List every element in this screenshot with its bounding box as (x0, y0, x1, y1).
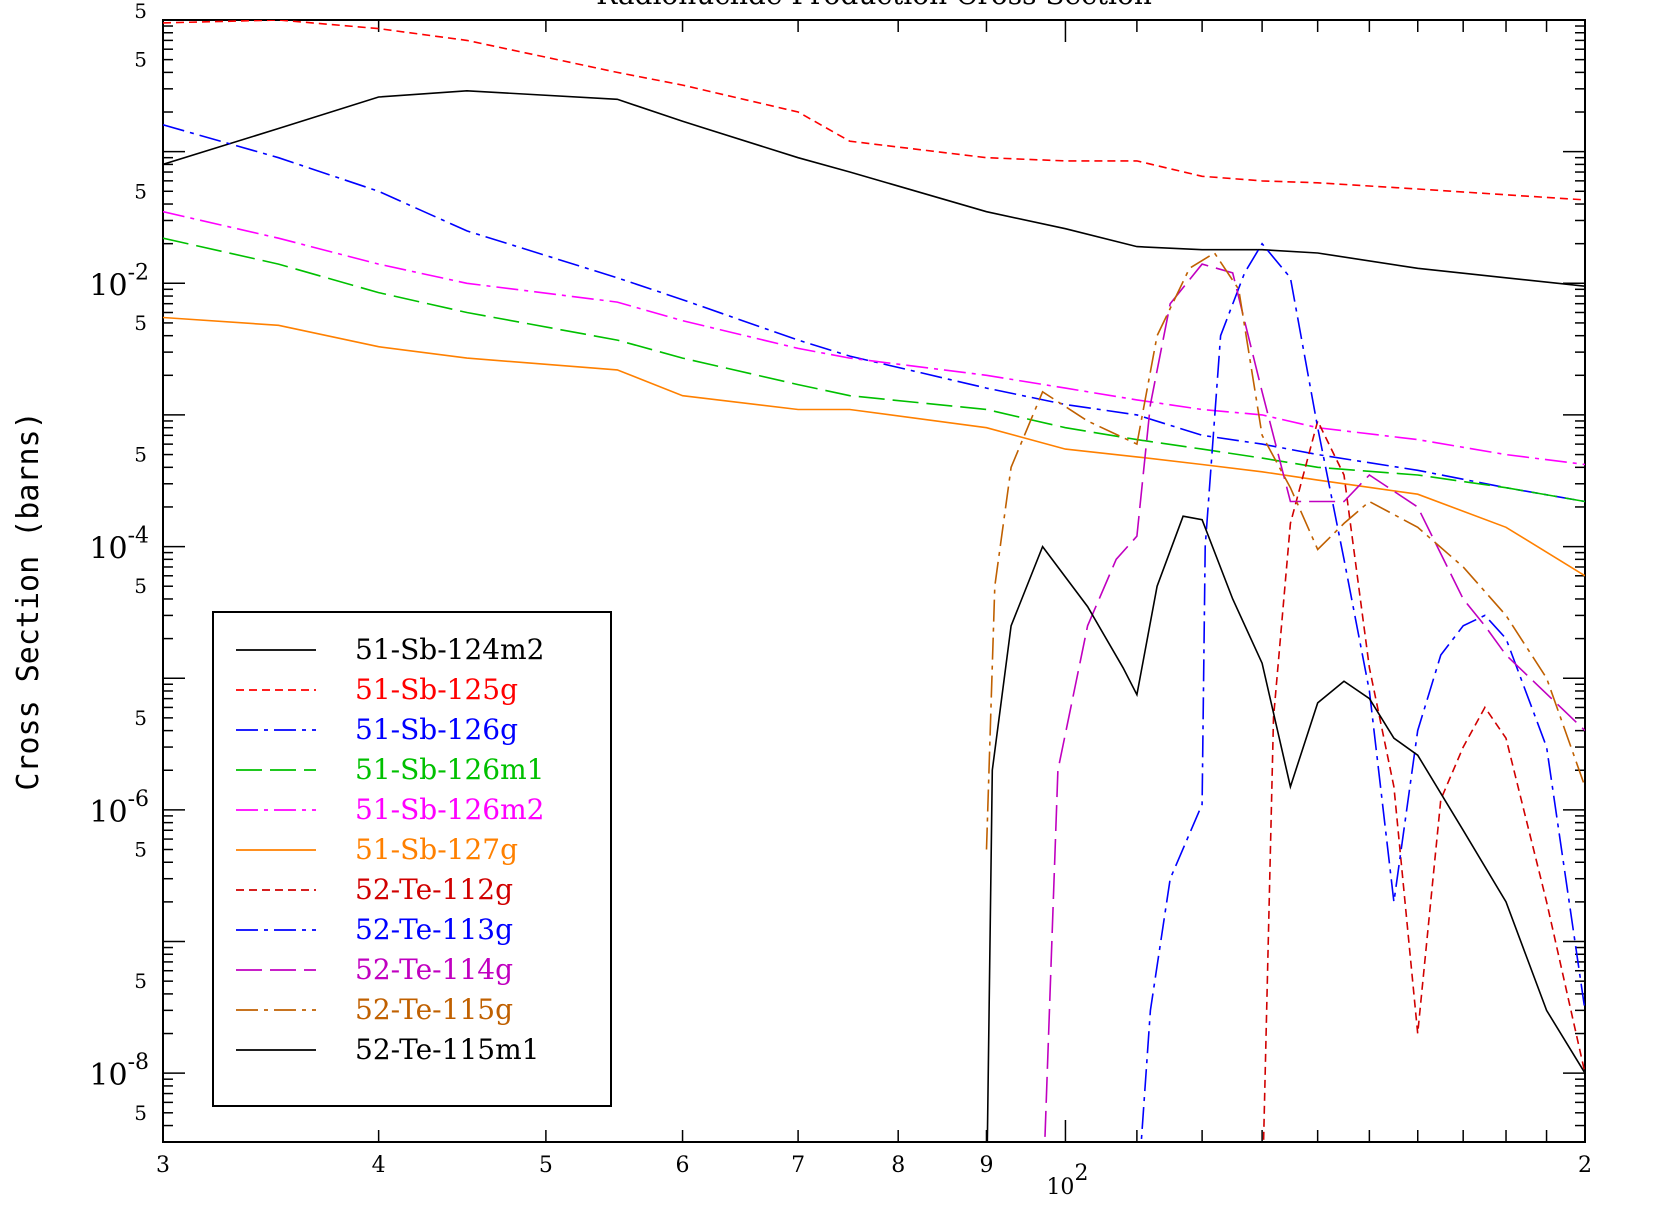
y-tick-label: 10-4 (89, 524, 149, 567)
series-line-51-Sb-126m2 (163, 210, 1585, 466)
y-tick-label: 10-8 (89, 1050, 149, 1093)
y-minor-tick-label: 5 (134, 838, 147, 862)
series-line-51-Sb-127g (163, 316, 1585, 577)
x-tick-label: 3 (156, 1153, 170, 1178)
x-tick-label: 102 (1046, 1161, 1088, 1200)
legend-label: 51-Sb-126m1 (355, 753, 544, 786)
y-minor-tick-label: 5 (134, 1101, 147, 1125)
x-tick-label: 7 (791, 1153, 805, 1178)
series-line-52-Te-115m1 (986, 515, 1585, 1142)
series-line-52-Te-112g (1262, 418, 1585, 1142)
y-minor-tick-label: 5 (134, 706, 147, 730)
series-layer (163, 20, 1585, 1142)
y-minor-tick-label: 5 (134, 179, 147, 203)
plot-frame (162, 19, 1586, 1143)
legend-label: 51-Sb-126m2 (355, 793, 544, 826)
series-line-52-Te-115g (985, 251, 1585, 850)
x-tick-label: 5 (539, 1153, 553, 1178)
legend-label: 51-Sb-127g (355, 833, 518, 866)
legend-box (212, 611, 612, 1107)
x-tick-label: 8 (891, 1153, 905, 1178)
legend-label: 52-Te-113g (355, 913, 513, 946)
axis-ticks: 3 4 5 6 7 8 9 102 2 10-2 10-4 10-6 10-8 5 5 5 5 5 5 5 5 5 5 (89, 0, 1592, 1200)
series-line-52-Te-114g (1044, 263, 1585, 1142)
x-tick-label: 6 (676, 1153, 690, 1178)
chart-title: Radionuclide Production Cross Section (596, 0, 1152, 11)
legend-label: 51-Sb-126g (355, 713, 518, 746)
y-axis-label: Cross Section (barns) (11, 411, 46, 790)
series-line-51-Sb-126m1 (163, 237, 1585, 503)
legend-label: 52-Te-114g (355, 953, 513, 986)
y-tick-label: 10-6 (89, 787, 149, 830)
series-line-51-Sb-124m2 (163, 89, 1585, 287)
y-minor-tick-label: 5 (134, 0, 147, 23)
x-tick-label: 9 (979, 1153, 993, 1178)
legend-label: 51-Sb-124m2 (355, 633, 544, 666)
x-tick-label: 2 (1578, 1153, 1592, 1178)
y-minor-tick-label: 5 (134, 969, 147, 993)
y-minor-tick-label: 5 (134, 48, 147, 72)
legend-label: 52-Te-115g (355, 993, 513, 1026)
x-tick-label: 4 (372, 1153, 386, 1178)
series-line-52-Te-113g (1140, 242, 1585, 1142)
legend: 51-Sb-124m2 51-Sb-125g 51-Sb-126g 51-Sb-126… (212, 611, 612, 1107)
y-minor-tick-label: 5 (134, 574, 147, 598)
legend-label: 51-Sb-125g (355, 673, 518, 706)
legend-label: 52-Te-115m1 (355, 1033, 539, 1066)
y-minor-tick-label: 5 (134, 443, 147, 467)
legend-label: 52-Te-112g (355, 873, 513, 906)
series-line-51-Sb-126g (163, 124, 1585, 503)
series-line-51-Sb-125g (163, 20, 1585, 201)
y-minor-tick-label: 5 (134, 311, 147, 335)
y-tick-label: 10-2 (89, 260, 149, 303)
